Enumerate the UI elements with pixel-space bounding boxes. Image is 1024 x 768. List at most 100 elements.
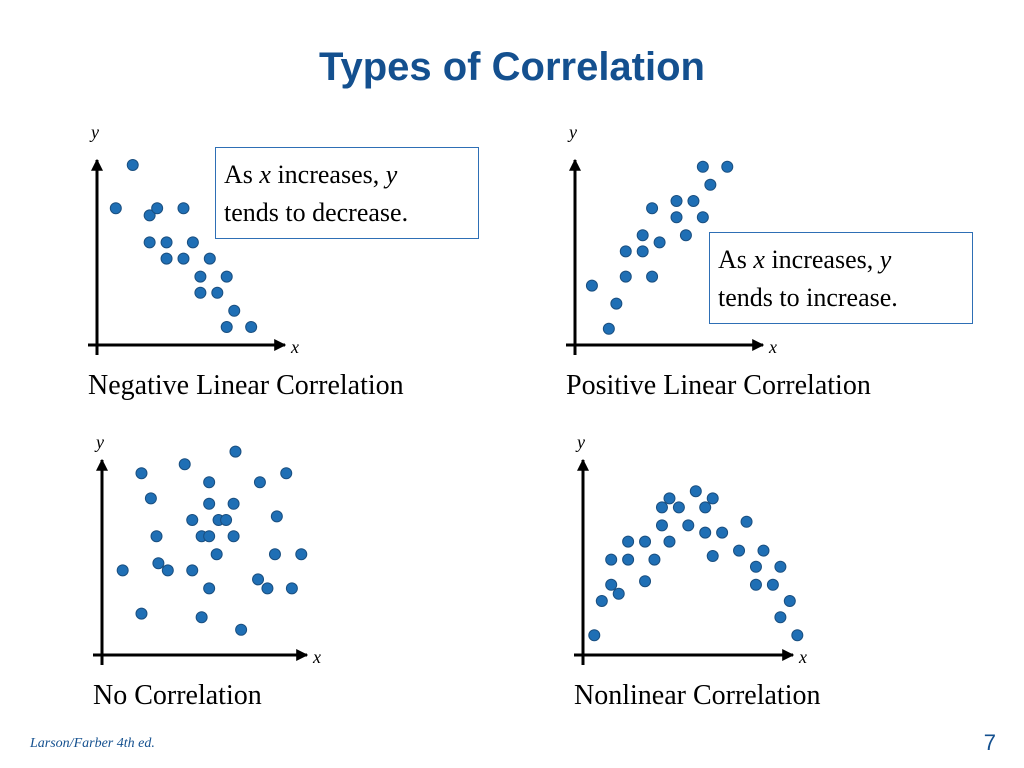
data-point [203, 252, 216, 265]
data-point [177, 202, 190, 215]
data-point [696, 211, 709, 224]
data-point [670, 211, 683, 224]
page-number: 7 [984, 730, 996, 755]
annotation-text: y [385, 160, 398, 189]
annotation-text: tends to increase. [718, 283, 898, 312]
chart-caption: Positive Linear Correlation [566, 370, 871, 401]
data-point [109, 202, 122, 215]
data-point [672, 501, 685, 514]
data-point [178, 458, 191, 471]
data-point [194, 270, 207, 283]
data-point [636, 245, 649, 258]
annotation-text: increases, [771, 245, 874, 274]
data-point [639, 535, 652, 548]
y-axis-label: y [575, 432, 585, 452]
data-point [757, 544, 770, 557]
data-point [619, 270, 632, 283]
data-point [210, 548, 223, 561]
data-point [670, 195, 683, 207]
data-point [160, 252, 173, 265]
data-point [220, 514, 233, 526]
data-point [622, 535, 635, 548]
x-axis-label: x [312, 647, 321, 667]
data-point [663, 535, 676, 548]
data-point [636, 229, 649, 242]
data-point [605, 578, 618, 591]
data-point [622, 553, 635, 566]
data-point [135, 467, 148, 480]
footer: Larson/Farber 4th ed. [29, 736, 155, 751]
data-point [229, 445, 242, 458]
annotation-text: y [879, 245, 892, 274]
annotation-text: x [753, 245, 765, 274]
data-point [220, 270, 233, 283]
x-axis-label: x [290, 337, 299, 357]
data-point [602, 322, 615, 335]
data-point [268, 548, 281, 561]
data-point [116, 564, 129, 577]
y-axis-label: y [94, 432, 104, 452]
data-point [766, 578, 779, 591]
data-point [648, 553, 661, 566]
data-point [135, 607, 148, 620]
data-point [783, 595, 796, 607]
data-point [749, 560, 762, 573]
data-point [663, 492, 676, 505]
data-point [228, 304, 241, 317]
y-axis-label: y [89, 122, 99, 142]
data-point [152, 557, 165, 570]
data-point [186, 514, 199, 526]
data-point [227, 497, 240, 510]
data-point [261, 582, 274, 595]
data-point [619, 245, 632, 258]
data-point [235, 623, 248, 636]
annotation-text: tends to decrease. [224, 198, 409, 227]
x-axis-label: x [768, 337, 777, 357]
data-point [227, 530, 240, 543]
data-point [203, 530, 216, 543]
data-point [689, 485, 702, 498]
chart-caption: Nonlinear Correlation [574, 680, 820, 711]
data-point [749, 578, 762, 591]
annotation-text: x [259, 160, 271, 189]
data-point [270, 510, 283, 523]
data-point [585, 279, 598, 292]
data-point [740, 515, 753, 528]
annotation-text: As [718, 245, 747, 274]
data-point [791, 629, 804, 642]
data-point [639, 575, 652, 588]
data-point [646, 270, 659, 283]
data-point [285, 582, 298, 595]
data-point [220, 321, 233, 333]
data-point [245, 321, 258, 333]
data-point [605, 553, 618, 566]
data-point [706, 550, 719, 562]
data-point [646, 202, 659, 215]
annotation-box: As x increases, y tends to increase. [709, 232, 973, 324]
data-point [696, 160, 709, 173]
annotation-box: As x increases, y tends to decrease. [215, 147, 479, 239]
data-point [253, 476, 266, 489]
data-point [687, 195, 700, 207]
data-point [612, 587, 625, 600]
data-point [280, 467, 293, 480]
data-point [150, 530, 163, 543]
data-point [679, 229, 692, 242]
data-point [186, 564, 199, 577]
data-point [186, 236, 199, 249]
data-point [143, 236, 156, 249]
chart-caption: Negative Linear Correlation [88, 370, 404, 401]
data-point [610, 297, 623, 310]
data-point [699, 501, 712, 514]
data-point [203, 497, 216, 510]
y-axis-label: y [567, 122, 577, 142]
data-point [160, 236, 173, 249]
data-point [774, 560, 787, 573]
data-point [706, 492, 719, 505]
data-point [655, 519, 668, 532]
data-point [195, 611, 208, 624]
chart-caption: No Correlation [93, 680, 262, 711]
annotation-text: increases, [277, 160, 380, 189]
data-point [295, 548, 308, 561]
